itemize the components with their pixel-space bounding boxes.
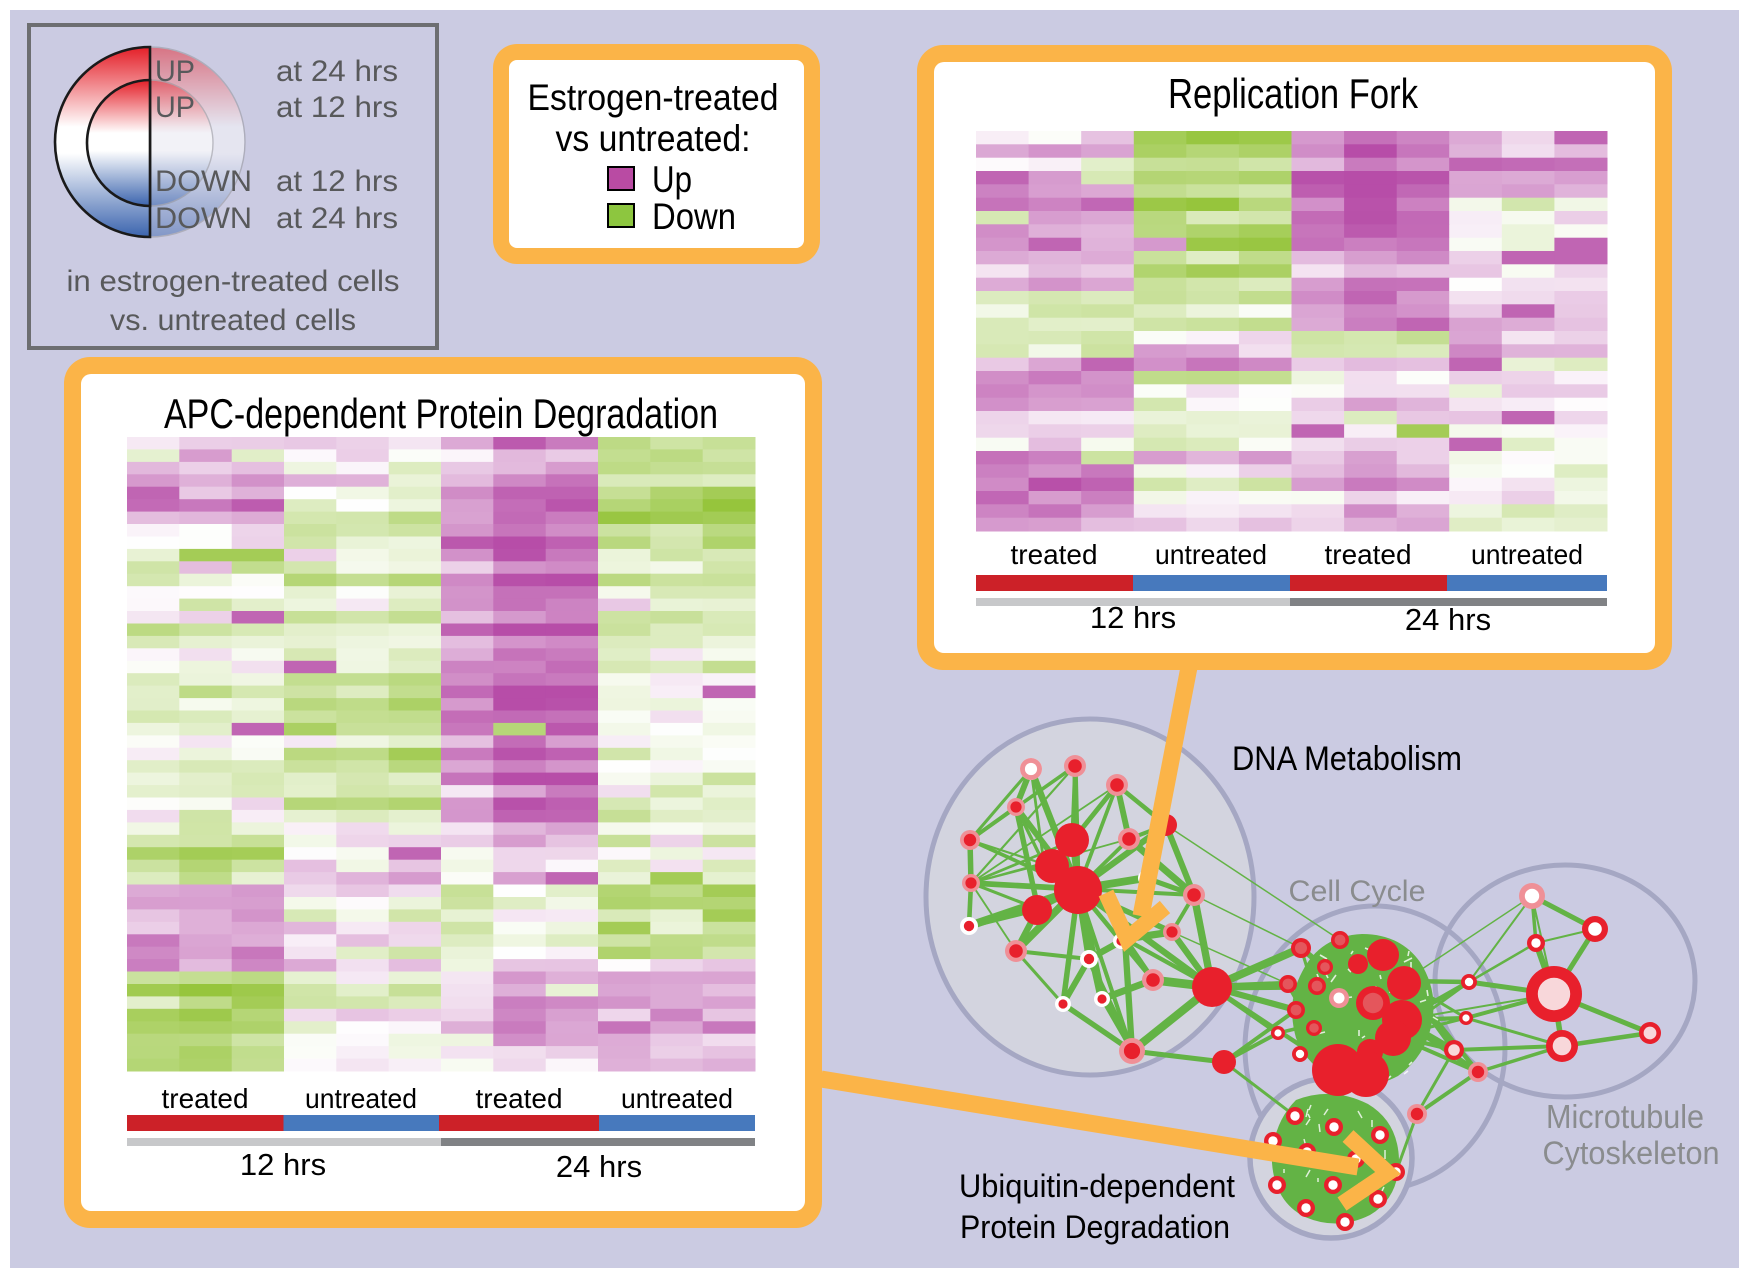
svg-text:at 24 hrs: at 24 hrs [276,202,398,235]
svg-text:vs. untreated cells: vs. untreated cells [110,304,356,337]
svg-text:12 hrs: 12 hrs [1090,600,1176,635]
svg-text:Cytoskeleton: Cytoskeleton [1543,1135,1720,1171]
svg-text:UP: UP [155,91,195,124]
svg-text:Estrogen-treated: Estrogen-treated [528,77,779,118]
svg-text:Down: Down [652,196,736,237]
svg-text:24 hrs: 24 hrs [1405,602,1491,637]
svg-text:untreated: untreated [621,1083,733,1114]
svg-text:12 hrs: 12 hrs [240,1147,326,1182]
svg-text:at 12 hrs: at 12 hrs [276,91,398,124]
svg-text:untreated: untreated [1471,539,1583,570]
svg-text:Replication Fork: Replication Fork [1168,70,1419,117]
svg-text:treated: treated [1011,539,1098,570]
svg-text:vs untreated:: vs untreated: [556,118,751,159]
svg-text:24 hrs: 24 hrs [556,1149,642,1184]
svg-text:UP: UP [155,55,195,88]
svg-text:untreated: untreated [1155,539,1267,570]
svg-text:Up: Up [652,159,692,200]
svg-text:Cell Cycle: Cell Cycle [1289,875,1426,908]
svg-text:DOWN: DOWN [155,165,252,198]
svg-text:DNA Metabolism: DNA Metabolism [1232,740,1462,778]
svg-text:untreated: untreated [305,1083,417,1114]
svg-text:Ubiquitin-dependent: Ubiquitin-dependent [959,1168,1235,1204]
svg-text:at 24 hrs: at 24 hrs [276,55,398,88]
svg-text:treated: treated [162,1083,249,1114]
svg-text:Protein Degradation: Protein Degradation [960,1209,1230,1245]
svg-text:DOWN: DOWN [155,202,252,235]
svg-text:treated: treated [1325,539,1412,570]
svg-text:APC-dependent Protein Degradat: APC-dependent Protein Degradation [164,390,718,437]
svg-text:at 12 hrs: at 12 hrs [276,165,398,198]
svg-text:Microtubule: Microtubule [1546,1098,1704,1135]
svg-text:in estrogen-treated cells: in estrogen-treated cells [67,265,400,298]
svg-text:treated: treated [476,1083,563,1114]
